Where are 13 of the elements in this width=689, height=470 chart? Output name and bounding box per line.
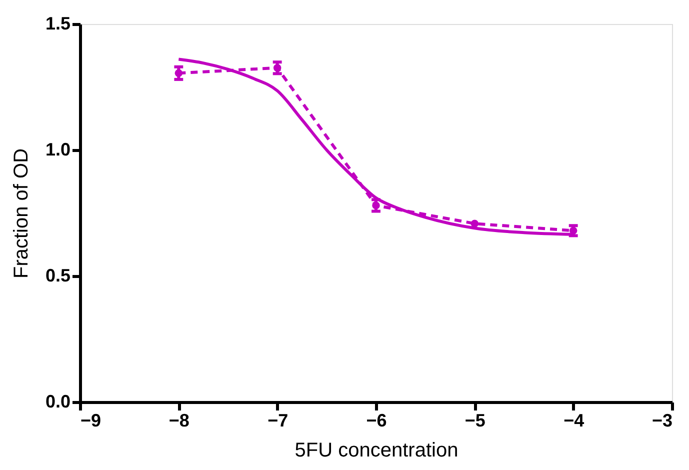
x-tick-label: −3 (652, 410, 672, 430)
x-tick-label: −6 (366, 410, 387, 430)
x-tick-label: −9 (80, 410, 102, 430)
x-tick-label: −4 (564, 410, 584, 430)
x-axis-title: 5FU concentration (294, 440, 458, 462)
x-tick-label: −8 (168, 410, 190, 430)
x-tick-label: −7 (268, 410, 288, 430)
y-axis-title: Fraction of OD (10, 148, 32, 279)
y-tick-label: 1.5 (45, 14, 70, 34)
y-tick-label: 0.5 (45, 266, 70, 286)
y-tick-label: 0.0 (45, 392, 70, 412)
y-tick-label: 1.0 (45, 140, 70, 160)
x-tick-label: −5 (464, 410, 486, 430)
